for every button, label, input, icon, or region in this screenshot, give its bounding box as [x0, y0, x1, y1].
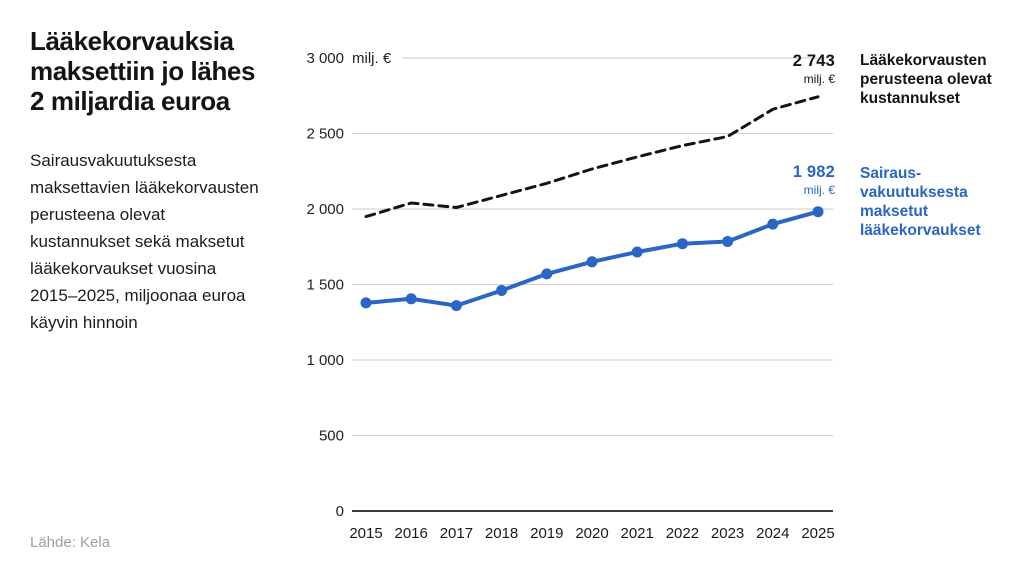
y-axis-unit-label: milj. € [352, 50, 392, 67]
x-tick-label: 2024 [756, 525, 789, 542]
cost-end-value-unit: milj. € [803, 72, 835, 86]
data-point [586, 256, 598, 268]
cost-line [364, 95, 820, 219]
reimbursement-end-value-number: 1 982 [792, 163, 835, 181]
line-chart: 0 500 1 000 1 500 2 000 2 500 3 000 milj. € 2015… [306, 50, 834, 542]
data-point [450, 300, 462, 312]
cost-end-value: 2 743 milj. € [735, 52, 835, 86]
x-tick-label: 2020 [575, 525, 608, 542]
data-point [676, 238, 688, 250]
data-point [405, 293, 417, 305]
source-note: Lähde: Kela [30, 534, 111, 551]
x-tick-label: 2018 [485, 525, 518, 542]
data-point [631, 246, 643, 258]
data-point [812, 206, 824, 218]
data-point [722, 236, 734, 247]
data-point [767, 218, 779, 230]
x-tick-label: 2021 [621, 525, 654, 542]
x-tick-label: 2017 [440, 525, 473, 542]
y-tick-label: 1 500 [306, 277, 344, 294]
x-tick-label: 2015 [349, 525, 382, 542]
y-tick-label: 2 500 [306, 126, 344, 143]
data-point [360, 297, 372, 309]
data-point [541, 268, 553, 280]
page-title: Lääkekorvauksia maksettiin jo lähes 2 mi… [30, 26, 256, 116]
x-tick-label: 2023 [711, 525, 744, 542]
data-point [496, 285, 508, 296]
legend-reimbursement-series: Sairaus- vakuutuksesta maksetut lääkekor… [860, 165, 981, 239]
y-tick-label: 500 [319, 428, 344, 445]
x-tick-label: 2016 [395, 525, 428, 542]
cost-end-value-number: 2 743 [792, 52, 835, 70]
x-tick-label: 2025 [801, 525, 834, 542]
reimbursement-end-value-unit: milj. € [803, 183, 835, 197]
y-tick-label: 0 [336, 503, 344, 520]
reimbursement-end-value: 1 982 milj. € [735, 163, 835, 197]
y-tick-label: 3 000 [306, 50, 344, 67]
legend-cost-series: Lääkekorvausten perusteena olevat kustan… [860, 52, 992, 107]
y-tick-label: 2 000 [306, 201, 344, 218]
y-tick-label: 1 000 [306, 352, 344, 369]
x-tick-label: 2019 [530, 525, 563, 542]
x-tick-label: 2022 [666, 525, 699, 542]
chart-subtitle: Sairausvakuutuksesta maksettavien lääkek… [30, 151, 259, 332]
